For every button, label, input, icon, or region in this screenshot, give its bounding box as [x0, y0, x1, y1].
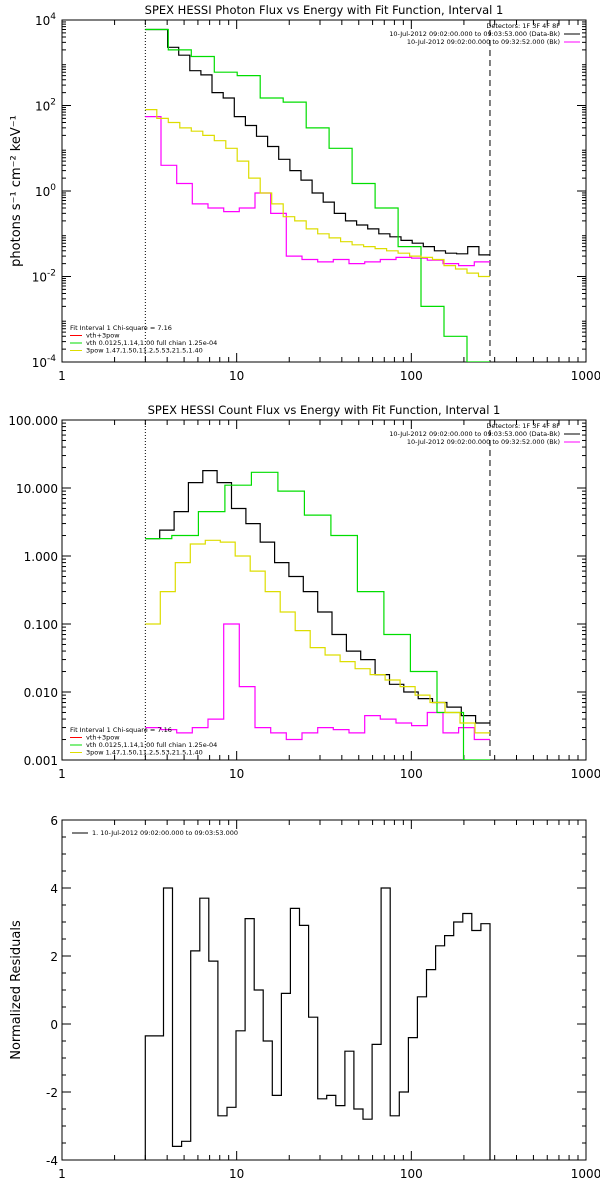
y-tick-label: 2	[50, 950, 58, 964]
series-group	[144, 887, 491, 1160]
series-group	[145, 28, 490, 362]
y-tick-base: 10	[35, 185, 50, 199]
y-tick-label: -2	[46, 1086, 58, 1100]
series-2-line	[145, 116, 490, 267]
legend-fit-text: vth+3pow	[86, 332, 120, 340]
legend-top-right-text: Detectors: 1F 3F 4F 8F	[486, 422, 560, 430]
y-tick-label: 6	[50, 814, 58, 828]
x-tick-label: 100	[400, 767, 423, 781]
x-tick-label: 1000	[571, 1167, 600, 1181]
chart-title: SPEX HESSI Photon Flux vs Energy with Fi…	[145, 3, 504, 17]
y-tick-label: 104	[35, 12, 56, 28]
legend-top-right-text: 10-Jul-2012 09:02:00.000 to 09:03:53.000…	[389, 30, 560, 38]
y-tick-base: 10	[35, 100, 50, 114]
x-tick-label: 1000	[571, 767, 600, 781]
x-tick-label: 10	[229, 369, 244, 383]
x-tick-label: 1	[58, 369, 66, 383]
y-tick-exponent: -2	[47, 269, 56, 279]
legend-top-left-text: 1. 10-Jul-2012 09:02:00.000 to 09:03:53.…	[92, 829, 238, 837]
y-axis-label: Normalized Residuals	[9, 920, 24, 1060]
y-tick-base: 10	[35, 14, 50, 28]
y-tick-exponent: 2	[50, 98, 56, 108]
axes-frame	[61, 19, 587, 363]
series-2-line	[145, 623, 490, 741]
x-tick-label: 10	[229, 1167, 244, 1181]
x-tick-label: 100	[400, 369, 423, 383]
y-tick-label: 10-4	[32, 354, 57, 370]
chart-panel-2: 1 10 100 1000 100.000 10.000 1.000 0.100 0.010 0.…	[8, 403, 600, 781]
y-tick-label: 100	[35, 183, 56, 199]
series-4-line	[145, 539, 490, 734]
series-4-line	[145, 109, 490, 278]
y-tick-base: 10	[32, 356, 47, 370]
y-axis-label: photons s⁻¹ cm⁻² keV⁻¹	[9, 115, 24, 267]
series-3-line	[145, 28, 490, 362]
x-tick-label: 10	[229, 767, 244, 781]
legend-fit-text: Fit Interval 1 Chi-square = 7.16	[70, 726, 172, 734]
legend-fit-text: vth 0.0125,1.14,1.00 full chian 1.25e-04	[86, 741, 217, 749]
legend-fit-text: Fit Interval 1 Chi-square = 7.16	[70, 324, 172, 332]
y-tick-exponent: 0	[50, 183, 56, 193]
series-3-line	[145, 471, 490, 760]
series-1-line	[145, 470, 490, 724]
x-tick-label: 1	[58, 767, 66, 781]
legend-top-right-text: Detectors: 1F 3F 4F 8F	[486, 22, 560, 30]
series-group	[145, 470, 490, 760]
legend-top-right-text: 10-Jul-2012 09:02:00.000 to 09:03:53.000…	[389, 430, 560, 438]
y-tick-label: 10.000	[16, 482, 58, 496]
y-tick-label: 0.010	[24, 686, 58, 700]
y-tick-label: 102	[35, 98, 56, 114]
y-tick-label: 10-2	[32, 269, 56, 285]
y-tick-exponent: -4	[47, 354, 56, 364]
y-tick-label: 0	[50, 1018, 58, 1032]
y-tick-label: -4	[46, 1154, 58, 1168]
axes-frame	[61, 819, 587, 1161]
y-tick-label: 1.000	[24, 550, 58, 564]
series-1-line	[144, 887, 491, 1160]
legend-fit-text: 3pow 1.47,1.50,11.2,5.53,21.5,1.40	[86, 347, 203, 355]
chart-title: SPEX HESSI Count Flux vs Energy with Fit…	[148, 403, 501, 417]
y-tick-label: 4	[50, 882, 58, 896]
y-tick-label: 100.000	[8, 414, 58, 428]
y-tick-label: 0.001	[24, 754, 58, 768]
x-tick-label: 100	[400, 1167, 423, 1181]
legend-top-right-text: 10-Jul-2012 09:02:00.000 to 09:32:52.000…	[407, 438, 560, 446]
legend-fit-text: vth 0.0125,1.14,1.00 full chian 1.25e-04	[86, 339, 217, 347]
legend-fit-text: vth+3pow	[86, 734, 120, 742]
chart-panel-3: 1 10 100 1000 6 4 2 0 -2 -4 Normalized Residuals 1.…	[9, 814, 600, 1181]
y-tick-base: 10	[32, 271, 47, 285]
y-tick-label: 0.100	[24, 618, 58, 632]
x-tick-label: 1	[58, 1167, 66, 1181]
axes-frame	[61, 419, 587, 761]
series-1-line	[145, 28, 490, 256]
legend-top-right-text: 10-Jul-2012 09:02:00.000 to 09:32:52.000…	[407, 38, 560, 46]
y-tick-exponent: 4	[50, 12, 56, 22]
legend-fit-text: 3pow 1.47,1.50,11.2,5.53,21.5,1.40	[86, 749, 203, 757]
x-tick-label: 1000	[571, 369, 600, 383]
